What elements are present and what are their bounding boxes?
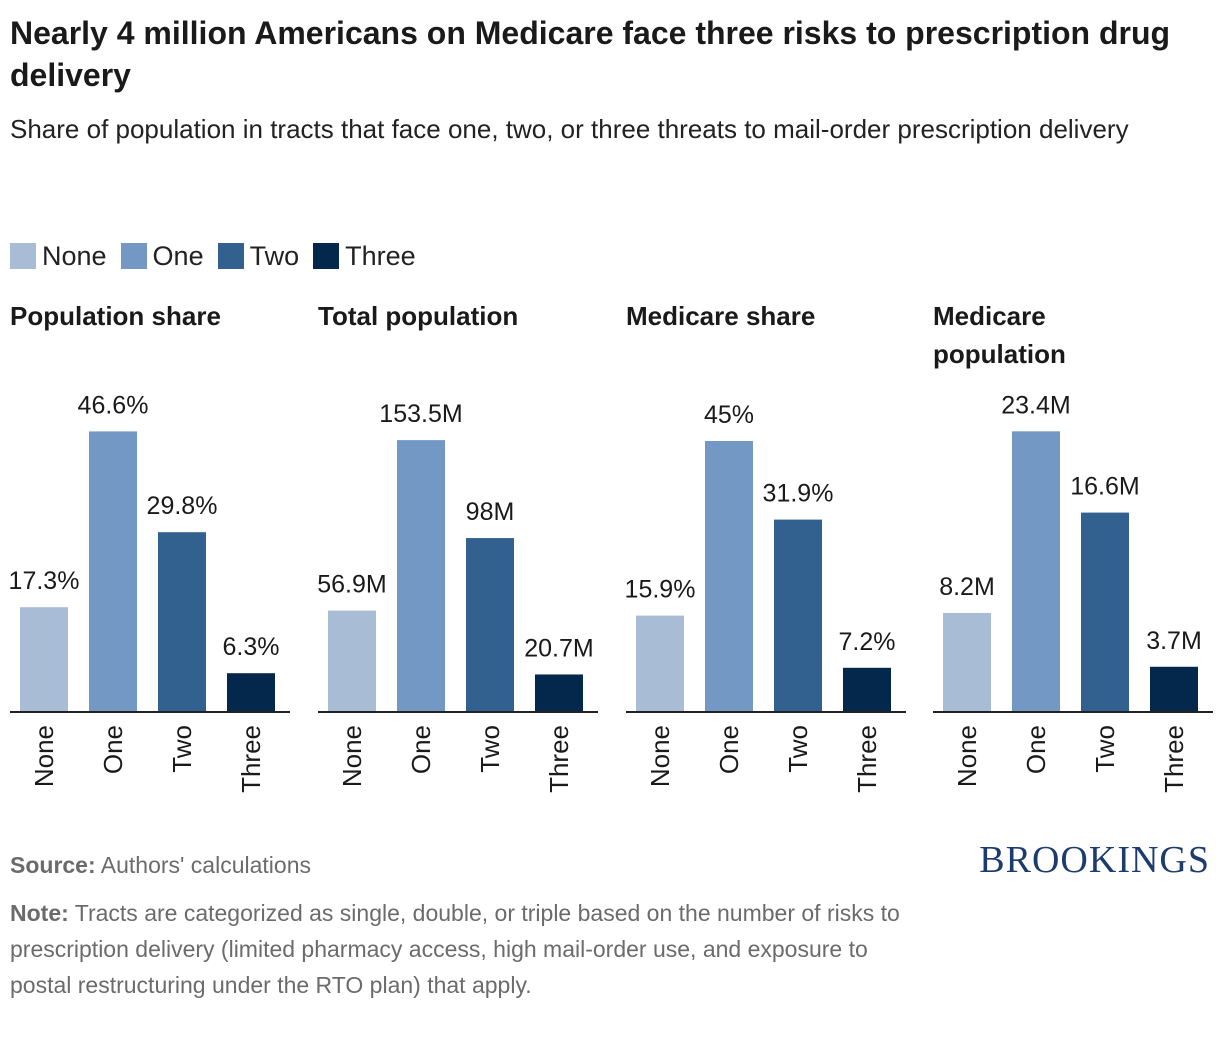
data-label-medicare-population-three: 3.7M [1146, 627, 1202, 655]
data-label-total-population-none: 56.9M [317, 571, 386, 599]
tick-label-medicare-share-three: Three [852, 725, 882, 793]
data-label-population-share-two: 29.8% [147, 492, 218, 520]
legend-label-one: One [152, 240, 204, 271]
legend-swatch-one [120, 243, 147, 269]
legend-swatch-three [313, 243, 340, 269]
data-label-medicare-share-two: 31.9% [763, 480, 834, 508]
panel-title-total-population: Total population [318, 301, 519, 331]
note-line: Note: Tracts are categorized as single, … [10, 895, 910, 1003]
brookings-logo: BROOKINGS [979, 839, 1210, 881]
bar-medicare-share-one [705, 441, 753, 711]
data-label-medicare-share-one: 45% [704, 401, 754, 429]
tick-label-medicare-population-one: One [1021, 725, 1051, 774]
bar-medicare-population-three [1150, 666, 1198, 711]
tick-label-medicare-population-three: Three [1159, 725, 1189, 793]
tick-label-population-share-two: Two [167, 725, 197, 773]
bar-medicare-share-two [774, 519, 822, 711]
data-label-medicare-share-none: 15.9% [625, 576, 696, 604]
panel-title-medicare-share: Medicare share [626, 301, 816, 331]
chart-subtitle: Share of population in tracts that face … [10, 114, 1129, 144]
data-label-medicare-population-none: 8.2M [939, 573, 995, 601]
note-text: Tracts are categorized as single, double… [10, 900, 900, 998]
bar-total-population-one [397, 440, 445, 711]
data-label-population-share-three: 6.3% [223, 633, 280, 661]
data-label-medicare-population-two: 16.6M [1070, 473, 1139, 501]
data-label-total-population-one: 153.5M [379, 400, 462, 428]
tick-label-population-share-one: One [98, 725, 128, 774]
tick-label-population-share-three: Three [236, 725, 266, 793]
bar-medicare-population-one [1012, 431, 1060, 711]
panel-title-population-share: Population share [10, 301, 221, 331]
bar-medicare-population-none [943, 612, 991, 711]
tick-label-total-population-two: Two [475, 725, 505, 773]
legend-item-one: One [120, 240, 204, 272]
legend-item-two: Two [217, 240, 300, 272]
data-label-medicare-population-one: 23.4M [1001, 391, 1070, 419]
data-label-total-population-three: 20.7M [524, 634, 593, 662]
tick-label-total-population-one: One [406, 725, 436, 774]
bar-medicare-share-three [843, 667, 891, 711]
bar-medicare-share-none [636, 615, 684, 711]
bar-total-population-three [535, 674, 583, 711]
bar-total-population-none [328, 610, 376, 711]
legend-label-three: Three [345, 240, 416, 271]
data-label-population-share-one: 46.6% [78, 391, 149, 419]
legend-swatch-none [10, 243, 36, 269]
tick-label-medicare-share-two: Two [783, 725, 813, 773]
legend-swatch-two [217, 243, 244, 269]
bar-population-share-none [20, 607, 68, 711]
source-text: Authors' calculations [100, 852, 311, 878]
data-label-population-share-none: 17.3% [9, 567, 80, 595]
data-label-total-population-two: 98M [466, 498, 515, 526]
tick-label-population-share-none: None [29, 725, 59, 787]
note-label: Note: [10, 900, 69, 926]
bar-medicare-population-two [1081, 512, 1129, 711]
tick-label-medicare-share-one: One [714, 725, 744, 774]
chart-title: Nearly 4 million Americans on Medicare f… [10, 15, 1171, 93]
legend-label-two: Two [249, 240, 300, 271]
tick-label-medicare-share-none: None [645, 725, 675, 787]
bar-population-share-three [227, 673, 275, 711]
legend-label-none: None [42, 240, 107, 271]
bar-population-share-two [158, 532, 206, 711]
legend: None One Two Three [10, 238, 430, 274]
source-line: Source: Authors' calculations [10, 847, 311, 883]
data-label-medicare-share-three: 7.2% [839, 628, 896, 656]
bar-population-share-one [89, 431, 137, 711]
panel-title-medicare-population: Medicare population [933, 301, 1066, 369]
legend-item-none: None [10, 241, 107, 272]
tick-label-total-population-none: None [337, 725, 367, 787]
tick-label-total-population-three: Three [544, 725, 574, 793]
bar-total-population-two [466, 538, 514, 711]
tick-label-medicare-population-none: None [952, 725, 982, 787]
legend-item-three: Three [313, 241, 416, 272]
source-label: Source: [10, 852, 96, 878]
tick-label-medicare-population-two: Two [1090, 725, 1120, 773]
